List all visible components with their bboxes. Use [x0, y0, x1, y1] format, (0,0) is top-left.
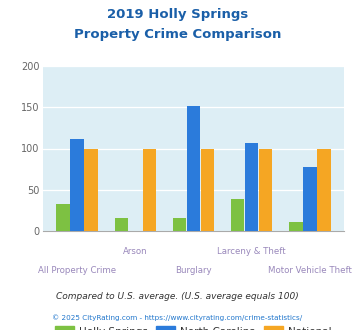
- Text: Compared to U.S. average. (U.S. average equals 100): Compared to U.S. average. (U.S. average …: [56, 292, 299, 301]
- Bar: [187, 106, 200, 231]
- Bar: [201, 148, 214, 231]
- Bar: [259, 148, 272, 231]
- Bar: [56, 204, 70, 231]
- Bar: [142, 148, 156, 231]
- Bar: [289, 222, 303, 231]
- Bar: [303, 167, 317, 231]
- Legend: Holly Springs, North Carolina, National: Holly Springs, North Carolina, National: [51, 322, 336, 330]
- Bar: [70, 139, 84, 231]
- Bar: [115, 218, 128, 231]
- Text: © 2025 CityRating.com - https://www.cityrating.com/crime-statistics/: © 2025 CityRating.com - https://www.city…: [53, 314, 302, 321]
- Text: Arson: Arson: [123, 248, 148, 256]
- Text: Burglary: Burglary: [175, 266, 212, 275]
- Bar: [173, 218, 186, 231]
- Text: 2019 Holly Springs: 2019 Holly Springs: [107, 8, 248, 21]
- Text: All Property Crime: All Property Crime: [38, 266, 116, 275]
- Text: Property Crime Comparison: Property Crime Comparison: [74, 28, 281, 41]
- Text: Larceny & Theft: Larceny & Theft: [217, 248, 286, 256]
- Bar: [84, 148, 98, 231]
- Bar: [317, 148, 331, 231]
- Text: Motor Vehicle Theft: Motor Vehicle Theft: [268, 266, 352, 275]
- Bar: [245, 143, 258, 231]
- Bar: [231, 199, 245, 231]
